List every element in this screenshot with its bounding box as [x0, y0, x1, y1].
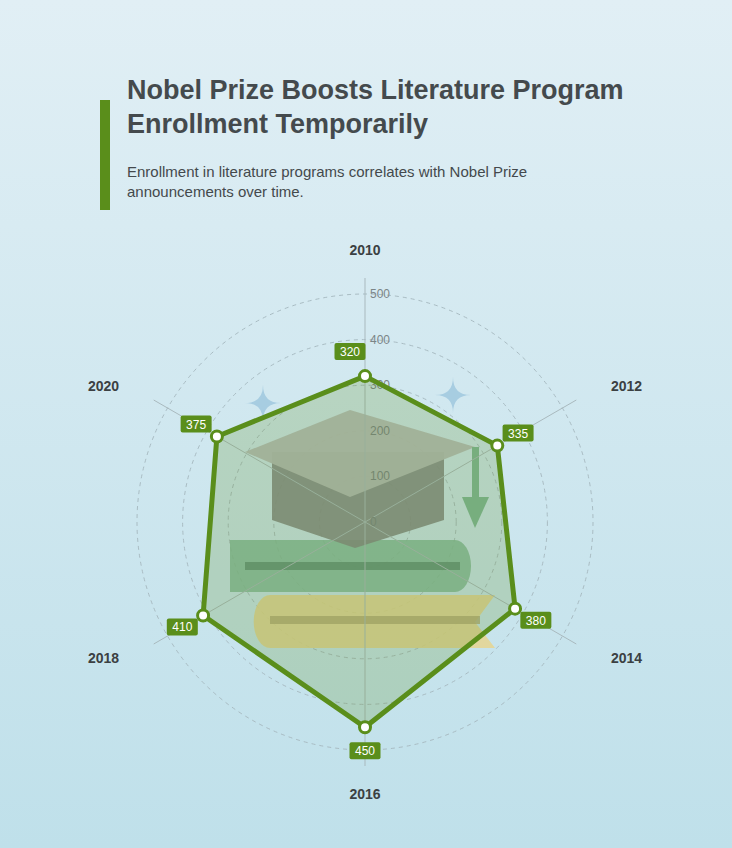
data-label-box — [167, 618, 198, 635]
category-label: 2018 — [88, 650, 119, 666]
data-label-box — [335, 343, 366, 360]
data-label-box — [520, 612, 551, 629]
category-label: 2014 — [611, 650, 642, 666]
data-point — [360, 722, 371, 733]
accent-bar — [100, 100, 110, 210]
subtitle: Enrollment in literature programs correl… — [127, 162, 572, 202]
category-label: 2020 — [88, 378, 119, 394]
series — [198, 371, 521, 733]
data-label: 380 — [526, 614, 546, 628]
data-label: 335 — [508, 427, 528, 441]
data-label: 410 — [172, 620, 192, 634]
category-label: 2010 — [349, 242, 380, 258]
data-label-box — [350, 742, 381, 759]
data-label: 450 — [355, 744, 375, 758]
chart: 2010201220142016201820200100200300400500… — [0, 0, 732, 848]
data-point — [360, 371, 371, 382]
data-point — [492, 440, 503, 451]
tick-label: 500 — [370, 287, 390, 301]
data-label: 375 — [186, 418, 206, 432]
data-point — [510, 603, 521, 614]
title: Nobel Prize Boosts Literature Program En… — [127, 73, 667, 141]
data-label: 320 — [340, 345, 360, 359]
radar-area — [203, 376, 515, 727]
data-label-box — [503, 425, 534, 442]
tick-label: 400 — [370, 333, 390, 347]
data-point — [198, 610, 209, 621]
star-icon — [435, 377, 471, 413]
category-label: 2012 — [611, 378, 642, 394]
data-label-box — [181, 416, 212, 433]
category-label: 2016 — [349, 786, 380, 802]
data-point — [211, 431, 222, 442]
